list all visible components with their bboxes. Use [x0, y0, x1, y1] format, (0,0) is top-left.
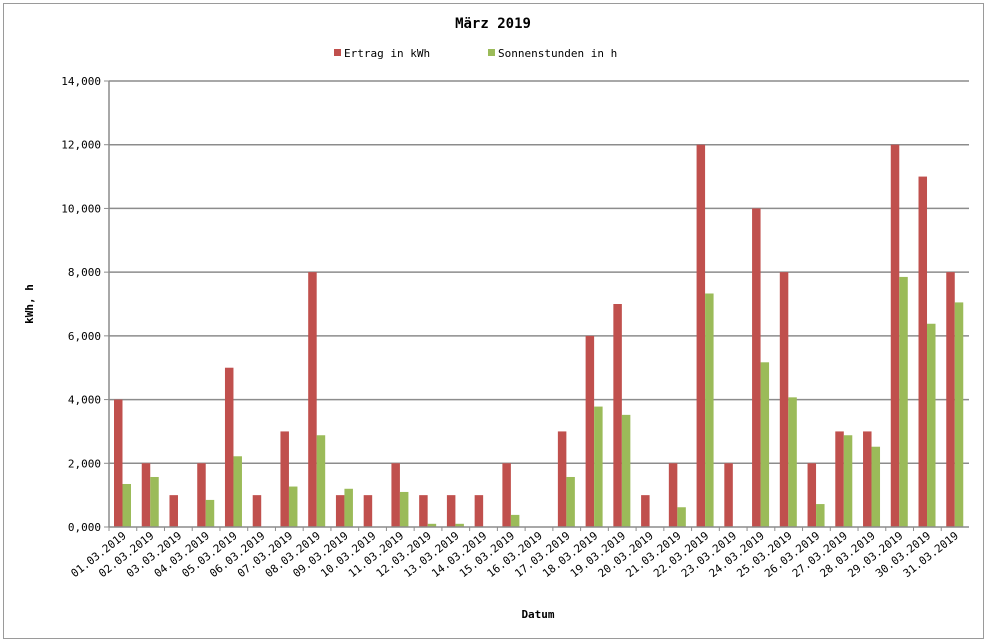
y-tick-label: 4,000 [68, 394, 101, 407]
bar-ertrag [918, 176, 928, 528]
y-tick-label: 14,000 [61, 75, 101, 88]
y-tick-label: 10,000 [61, 202, 101, 215]
bar-ertrag [446, 495, 456, 527]
bar-ertrag [724, 463, 733, 527]
bar-ertrag [890, 144, 900, 527]
bar-sonnenstunden [288, 486, 298, 527]
legend-swatch [334, 49, 341, 56]
gridlines [104, 80, 969, 528]
bar-ertrag [280, 431, 289, 527]
bar-sonnenstunden [566, 476, 575, 527]
bar-ertrag [419, 495, 428, 527]
bar-ertrag [308, 272, 317, 527]
bar-sonnenstunden [677, 507, 686, 527]
chart-title: März 2019 [455, 16, 531, 32]
y-axis-label: kWh, h [23, 284, 36, 324]
bar-ertrag [114, 399, 123, 527]
bar-ertrag [696, 144, 706, 527]
y-tick-label: 0,000 [68, 521, 101, 534]
bar-ertrag [613, 304, 622, 527]
bar-ertrag [641, 495, 650, 527]
y-tick-label: 2,000 [68, 457, 101, 470]
bars [114, 144, 964, 528]
bar-ertrag [224, 367, 234, 527]
bar-ertrag [169, 495, 178, 527]
bar-sonnenstunden [316, 435, 326, 527]
bar-sonnenstunden [150, 476, 159, 527]
chart-frame [3, 3, 984, 639]
bar-ertrag [391, 463, 400, 527]
bar-sonnenstunden [427, 523, 437, 527]
bar-sonnenstunden [705, 293, 714, 527]
axes [108, 81, 969, 531]
bar-ertrag [835, 431, 844, 527]
bar-sonnenstunden [122, 483, 131, 527]
bar-sonnenstunden [344, 488, 353, 527]
y-tick-label: 12,000 [61, 139, 101, 152]
legend-label: Ertrag in kWh [344, 47, 430, 60]
bar-sonnenstunden [871, 446, 881, 527]
legend-swatch [488, 49, 495, 56]
bar-ertrag [197, 463, 206, 527]
bar-sonnenstunden [399, 491, 409, 527]
bar-sonnenstunden [760, 362, 770, 527]
bar-ertrag [252, 495, 262, 527]
bar-ertrag [752, 208, 761, 527]
x-tick-labels: 01.03.201902.03.201903.03.201904.03.2019… [69, 529, 961, 580]
bar-ertrag [363, 495, 373, 527]
x-axis-label: Datum [521, 608, 554, 621]
bar-ertrag [474, 495, 484, 527]
bar-sonnenstunden [927, 323, 936, 527]
bar-ertrag [585, 335, 595, 527]
bar-ertrag [779, 272, 789, 527]
bar-ertrag [807, 463, 817, 527]
bar-ertrag [557, 431, 567, 527]
bar-ertrag [335, 495, 345, 527]
bar-sonnenstunden [621, 414, 631, 527]
y-tick-label: 6,000 [68, 330, 101, 343]
bar-sonnenstunden [954, 302, 964, 527]
bar-sonnenstunden [788, 397, 797, 527]
bar-sonnenstunden [510, 514, 520, 527]
bar-ertrag [668, 463, 678, 527]
y-tick-label: 8,000 [68, 266, 101, 279]
bar-sonnenstunden [205, 499, 215, 527]
bar-ertrag [141, 463, 151, 527]
y-tick-labels: 0,000 2,000 4,000 6,000 8,000 10,000 12,000 14,… [61, 75, 101, 534]
bar-sonnenstunden [233, 456, 242, 527]
bar-sonnenstunden [816, 504, 825, 527]
bar-ertrag [863, 431, 872, 527]
bar-sonnenstunden [843, 435, 853, 527]
legend: Ertrag in kWh Sonnenstunden in h [334, 47, 617, 60]
bar-ertrag [502, 463, 511, 527]
bar-sonnenstunden [594, 406, 603, 527]
bar-sonnenstunden [899, 276, 908, 527]
legend-label: Sonnenstunden in h [498, 47, 617, 60]
bar-sonnenstunden [455, 523, 464, 527]
bar-ertrag [946, 272, 955, 527]
